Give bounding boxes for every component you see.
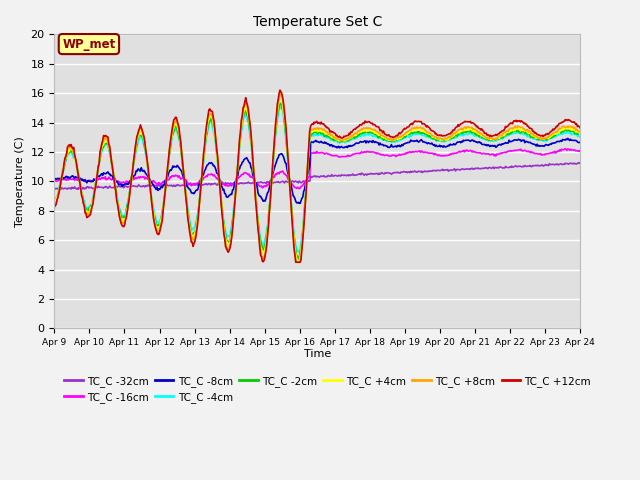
TC_C -32cm	[57, 187, 65, 192]
X-axis label: Time: Time	[303, 348, 331, 359]
Line: TC_C +8cm: TC_C +8cm	[54, 93, 580, 262]
TC_C +12cm	[276, 87, 284, 93]
TC_C -4cm	[276, 104, 284, 110]
TC_C -8cm	[447, 142, 455, 147]
TC_C +4cm	[576, 132, 584, 138]
TC_C +8cm	[186, 226, 193, 231]
TC_C +8cm	[292, 259, 300, 265]
TC_C -16cm	[289, 181, 296, 187]
TC_C +8cm	[277, 90, 285, 96]
Legend: TC_C -32cm, TC_C -16cm, TC_C -8cm, TC_C -4cm, TC_C -2cm, TC_C +4cm, TC_C +8cm, T: TC_C -32cm, TC_C -16cm, TC_C -8cm, TC_C …	[60, 372, 595, 407]
Title: Temperature Set C: Temperature Set C	[253, 15, 382, 29]
TC_C -2cm	[186, 220, 193, 226]
TC_C +4cm	[186, 224, 193, 229]
TC_C +4cm	[362, 127, 370, 133]
Line: TC_C -2cm: TC_C -2cm	[54, 103, 580, 259]
Y-axis label: Temperature (C): Temperature (C)	[15, 136, 25, 227]
Text: WP_met: WP_met	[62, 37, 116, 50]
TC_C +12cm	[448, 129, 456, 135]
TC_C +8cm	[362, 126, 370, 132]
TC_C -2cm	[362, 128, 370, 134]
TC_C -8cm	[564, 135, 572, 141]
TC_C +4cm	[403, 132, 411, 137]
TC_C -2cm	[51, 197, 58, 203]
TC_C -4cm	[403, 133, 411, 139]
TC_C -8cm	[289, 188, 296, 194]
Line: TC_C -8cm: TC_C -8cm	[54, 138, 580, 204]
Line: TC_C +4cm: TC_C +4cm	[54, 99, 580, 262]
TC_C +8cm	[403, 129, 411, 135]
TC_C -16cm	[296, 186, 303, 192]
TC_C -4cm	[448, 135, 456, 141]
TC_C +4cm	[296, 259, 303, 265]
TC_C +8cm	[143, 161, 151, 167]
TC_C -16cm	[403, 151, 410, 156]
TC_C -16cm	[576, 149, 584, 155]
TC_C -2cm	[294, 256, 302, 262]
TC_C -32cm	[575, 160, 583, 166]
TC_C -16cm	[447, 152, 455, 157]
TC_C +12cm	[403, 124, 411, 130]
TC_C -16cm	[561, 146, 569, 152]
TC_C -32cm	[403, 169, 410, 175]
Line: TC_C -4cm: TC_C -4cm	[54, 107, 580, 252]
TC_C -32cm	[361, 171, 369, 177]
TC_C +12cm	[186, 228, 193, 234]
TC_C +12cm	[362, 119, 370, 125]
TC_C -8cm	[576, 139, 584, 145]
TC_C -8cm	[186, 186, 193, 192]
TC_C -2cm	[403, 132, 411, 137]
TC_C -32cm	[145, 183, 152, 189]
TC_C +8cm	[576, 129, 584, 134]
TC_C -8cm	[296, 201, 304, 206]
TC_C -16cm	[361, 149, 369, 155]
TC_C +4cm	[448, 134, 456, 140]
TC_C -4cm	[362, 132, 370, 137]
TC_C +12cm	[576, 125, 584, 131]
TC_C -2cm	[289, 226, 297, 231]
TC_C -16cm	[51, 177, 58, 183]
TC_C +8cm	[448, 133, 456, 139]
TC_C -16cm	[143, 176, 151, 182]
TC_C -4cm	[51, 197, 58, 203]
TC_C -32cm	[289, 179, 297, 184]
TC_C -32cm	[576, 161, 584, 167]
Line: TC_C +12cm: TC_C +12cm	[54, 90, 580, 262]
TC_C -32cm	[51, 185, 58, 191]
TC_C -4cm	[186, 217, 193, 223]
TC_C +12cm	[143, 160, 151, 166]
TC_C -8cm	[143, 172, 151, 178]
TC_C -2cm	[143, 160, 151, 166]
TC_C -32cm	[187, 181, 195, 187]
TC_C +4cm	[51, 203, 58, 208]
Line: TC_C -32cm: TC_C -32cm	[54, 163, 580, 190]
TC_C +12cm	[289, 233, 297, 239]
TC_C +4cm	[289, 227, 297, 232]
TC_C -8cm	[51, 177, 58, 182]
TC_C -32cm	[447, 167, 455, 173]
TC_C -4cm	[143, 162, 151, 168]
TC_C -2cm	[277, 100, 285, 106]
TC_C +8cm	[289, 229, 297, 235]
TC_C -8cm	[361, 138, 369, 144]
TC_C +12cm	[51, 204, 58, 210]
TC_C -2cm	[576, 132, 584, 138]
TC_C -4cm	[289, 222, 297, 228]
TC_C -8cm	[403, 140, 410, 146]
TC_C +8cm	[51, 202, 58, 208]
Line: TC_C -16cm: TC_C -16cm	[54, 149, 580, 189]
TC_C +4cm	[143, 163, 151, 168]
TC_C +4cm	[276, 96, 284, 102]
TC_C +12cm	[292, 259, 300, 265]
TC_C -2cm	[448, 134, 456, 140]
TC_C -16cm	[186, 181, 193, 187]
TC_C -4cm	[576, 134, 584, 140]
TC_C -4cm	[296, 249, 303, 255]
